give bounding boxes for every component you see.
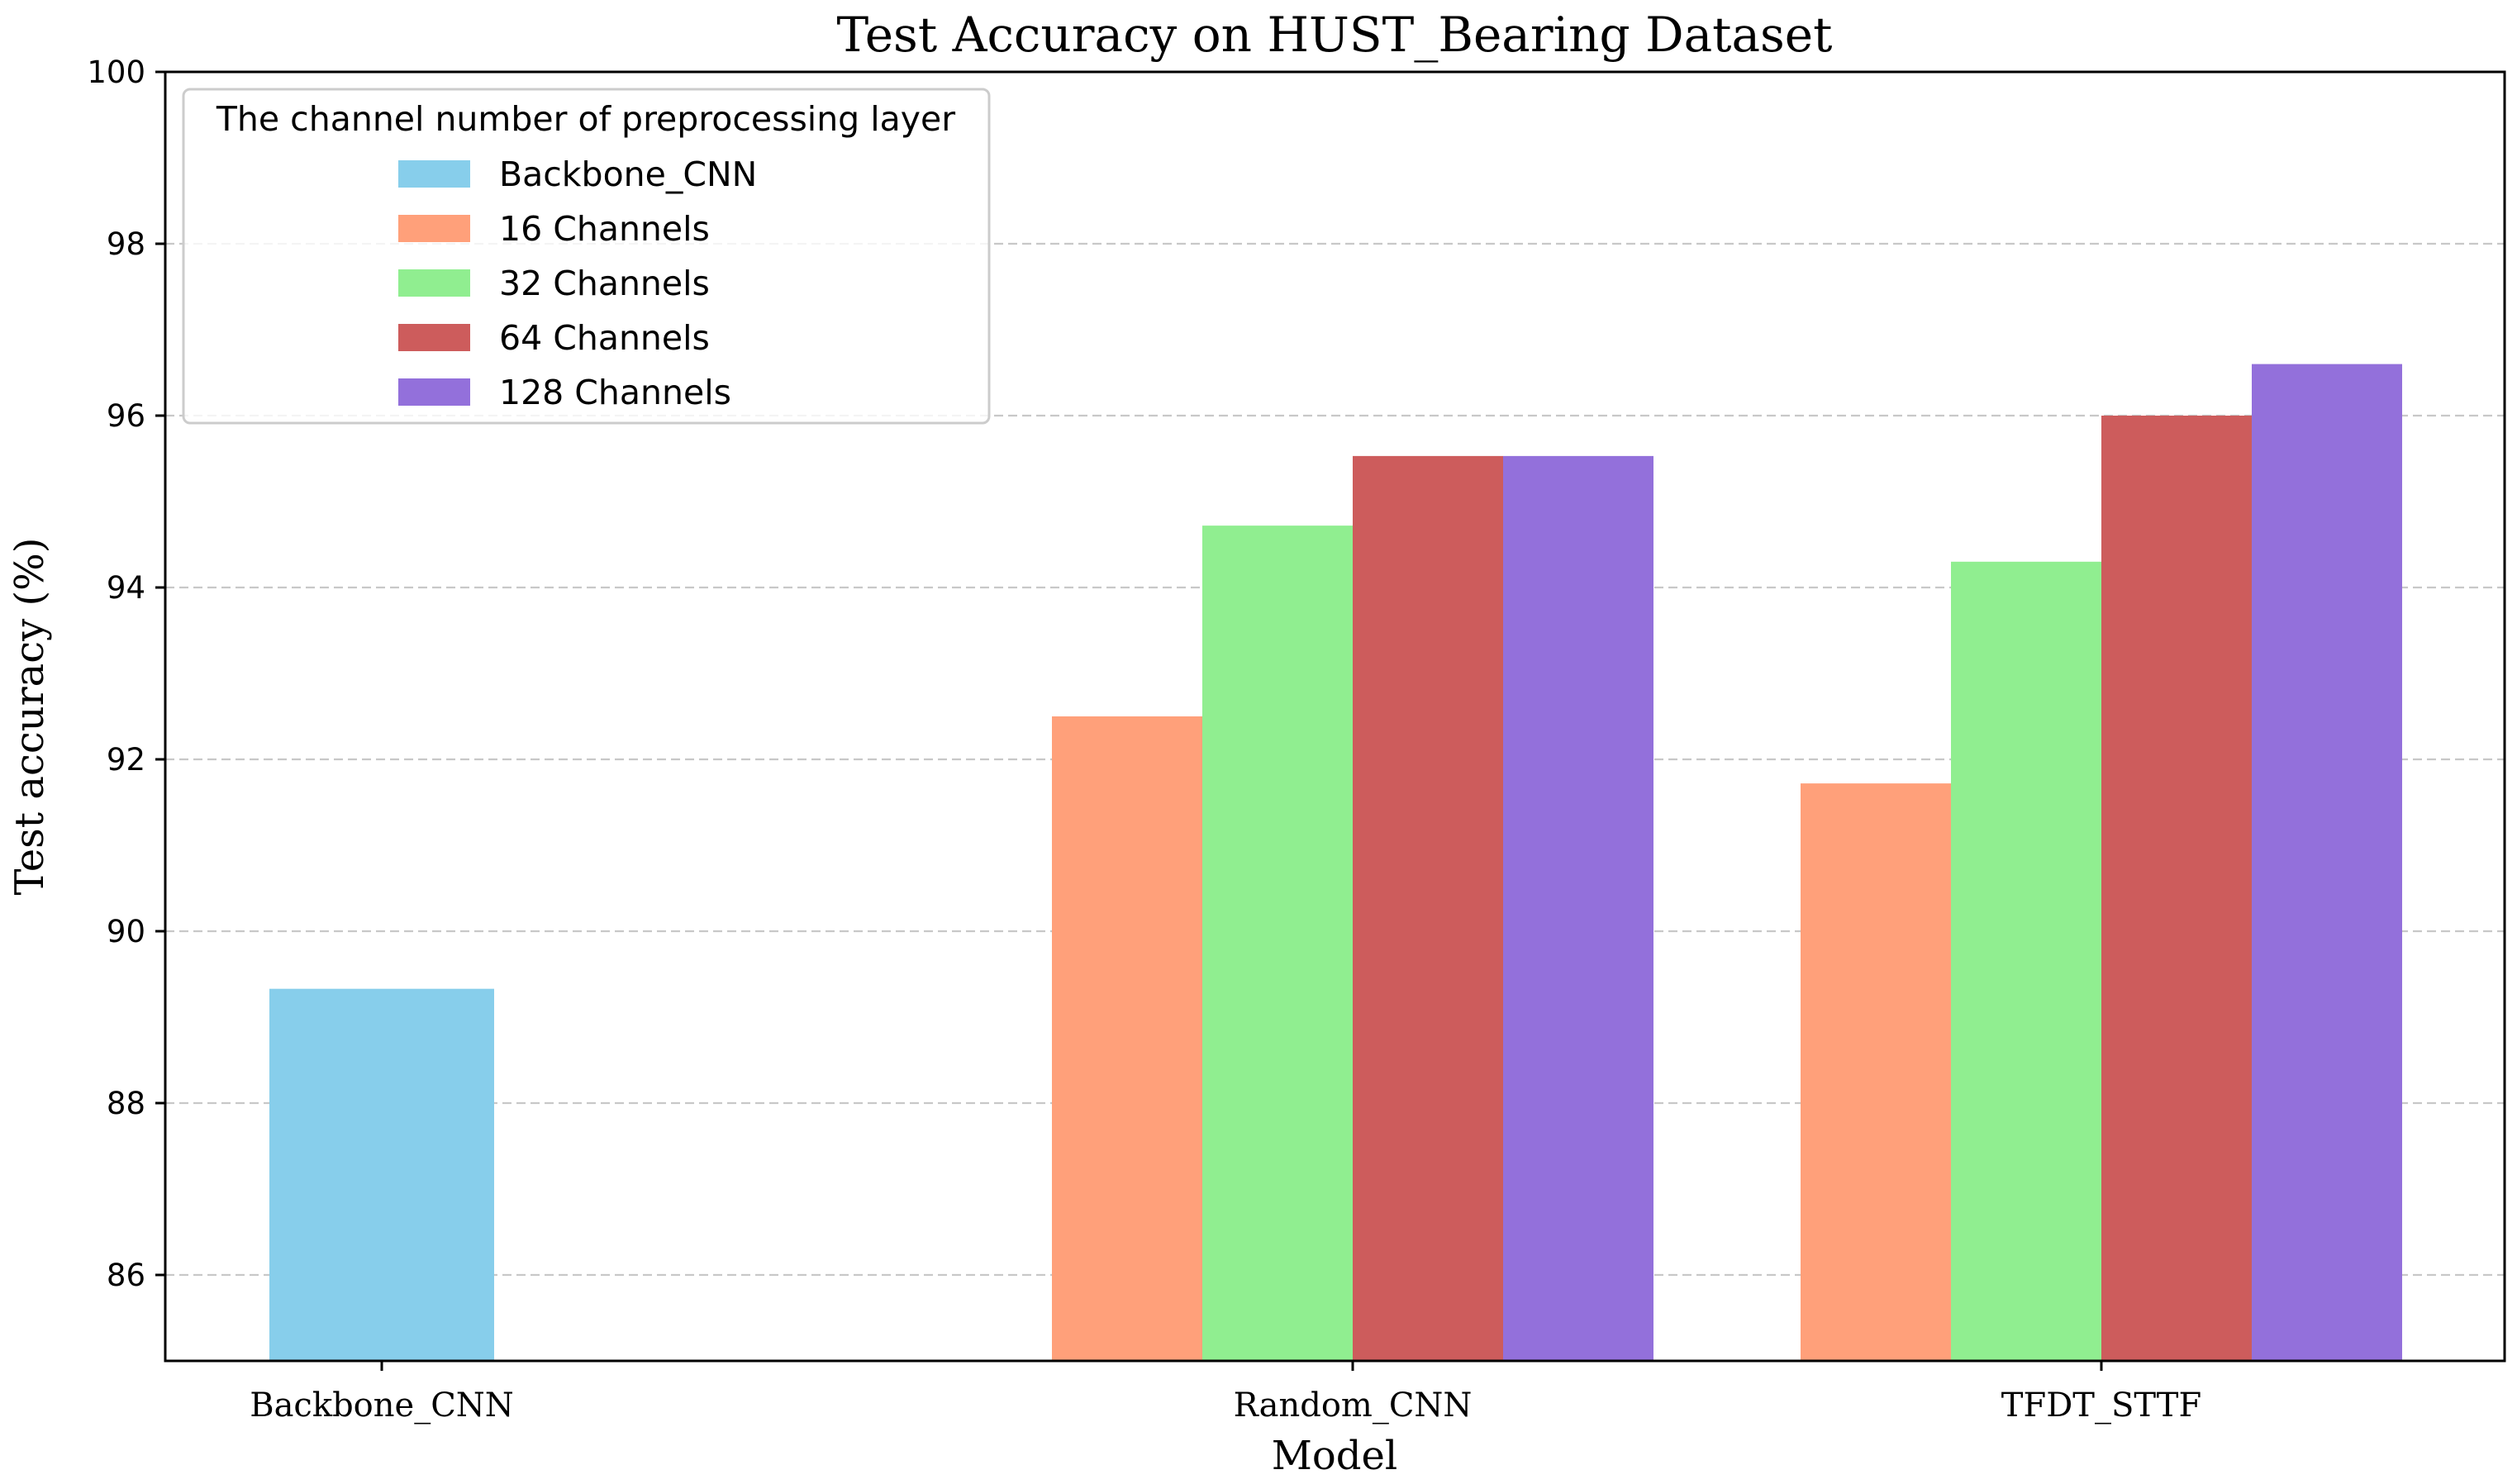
y-axis-label: Test accuracy (%) (7, 537, 53, 895)
bar-random-cnn-32-channels (1202, 526, 1353, 1361)
bar-random-cnn-16-channels (1052, 716, 1202, 1361)
y-tick-label: 96 (107, 398, 145, 434)
y-tick-label: 88 (107, 1086, 145, 1121)
legend-entry-label: 32 Channels (499, 264, 710, 303)
bars (269, 364, 2402, 1362)
y-tick-label: 100 (87, 55, 145, 90)
bar-random-cnn-128-channels (1503, 455, 1653, 1361)
y-axis: 86 88 90 92 94 96 98 100 (87, 55, 165, 1293)
y-tick-label: 98 (107, 226, 145, 262)
legend-entry-label: 128 Channels (499, 373, 731, 412)
x-tick-label: Backbone_CNN (250, 1386, 514, 1425)
bar-tfdt-sttf-16-channels (1801, 783, 1951, 1361)
legend-entry-label: 64 Channels (499, 318, 710, 358)
legend-entry-label: Backbone_CNN (499, 155, 757, 194)
x-axis-label: Model (1272, 1433, 1398, 1479)
legend-swatch (398, 215, 470, 242)
chart-title: Test Accuracy on HUST_Bearing Dataset (837, 7, 1833, 63)
y-tick-label: 92 (107, 742, 145, 778)
bar-backbone-cnn-backbone-cnn (269, 988, 494, 1361)
legend-title: The channel number of preprocessing laye… (216, 99, 955, 139)
x-tick-label: Random_CNN (1234, 1386, 1473, 1425)
legend-entry-label: 16 Channels (499, 209, 710, 249)
plot-frame (164, 70, 2506, 1363)
legend-swatch (398, 160, 470, 188)
legend-swatch (398, 269, 470, 297)
legend-swatch (398, 378, 470, 406)
y-tick-label: 86 (107, 1258, 145, 1293)
y-tick-label: 94 (107, 570, 145, 606)
legend: The channel number of preprocessing laye… (182, 88, 991, 425)
bar-tfdt-sttf-64-channels (2101, 416, 2252, 1361)
y-tick-label: 90 (107, 914, 145, 949)
bar-tfdt-sttf-32-channels (1951, 561, 2101, 1361)
legend-box (182, 88, 991, 425)
legend-swatch (398, 324, 470, 351)
bar-random-cnn-64-channels (1353, 455, 1503, 1361)
x-axis: Backbone_CNN Random_CNN TFDT_STTF (250, 1361, 2201, 1425)
bar-tfdt-sttf-128-channels (2252, 364, 2402, 1362)
x-tick-label: TFDT_STTF (2001, 1386, 2201, 1425)
